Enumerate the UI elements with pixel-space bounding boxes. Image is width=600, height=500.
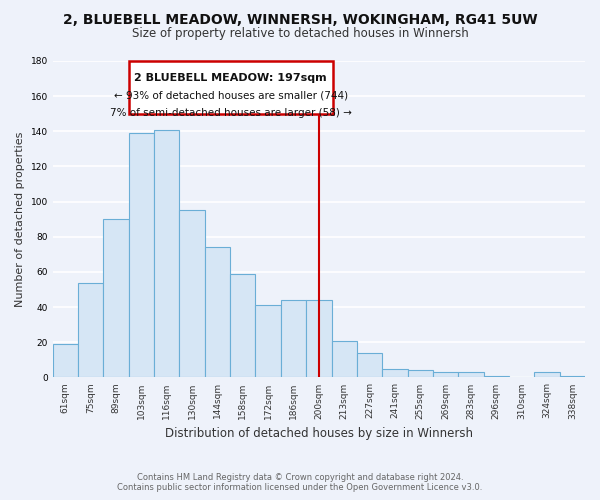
- Bar: [256, 306, 281, 378]
- Bar: [129, 61, 333, 114]
- Text: 2 BLUEBELL MEADOW: 197sqm: 2 BLUEBELL MEADOW: 197sqm: [134, 74, 327, 84]
- Text: 7% of semi-detached houses are larger (58) →: 7% of semi-detached houses are larger (5…: [110, 108, 352, 118]
- Bar: [154, 130, 179, 378]
- Text: Contains HM Land Registry data © Crown copyright and database right 2024.
Contai: Contains HM Land Registry data © Crown c…: [118, 473, 482, 492]
- Bar: [560, 376, 585, 378]
- Bar: [484, 376, 509, 378]
- Bar: [129, 133, 154, 378]
- Bar: [230, 274, 256, 378]
- Bar: [306, 300, 332, 378]
- Bar: [205, 248, 230, 378]
- Y-axis label: Number of detached properties: Number of detached properties: [15, 132, 25, 307]
- Text: ← 93% of detached houses are smaller (744): ← 93% of detached houses are smaller (74…: [113, 91, 348, 101]
- Text: Size of property relative to detached houses in Winnersh: Size of property relative to detached ho…: [131, 28, 469, 40]
- Bar: [357, 353, 382, 378]
- Text: 2, BLUEBELL MEADOW, WINNERSH, WOKINGHAM, RG41 5UW: 2, BLUEBELL MEADOW, WINNERSH, WOKINGHAM,…: [62, 12, 538, 26]
- Bar: [332, 340, 357, 378]
- X-axis label: Distribution of detached houses by size in Winnersh: Distribution of detached houses by size …: [165, 427, 473, 440]
- Bar: [103, 219, 129, 378]
- Bar: [433, 372, 458, 378]
- Bar: [535, 372, 560, 378]
- Bar: [53, 344, 78, 378]
- Bar: [407, 370, 433, 378]
- Bar: [78, 282, 103, 378]
- Bar: [281, 300, 306, 378]
- Bar: [179, 210, 205, 378]
- Bar: [458, 372, 484, 378]
- Bar: [382, 368, 407, 378]
